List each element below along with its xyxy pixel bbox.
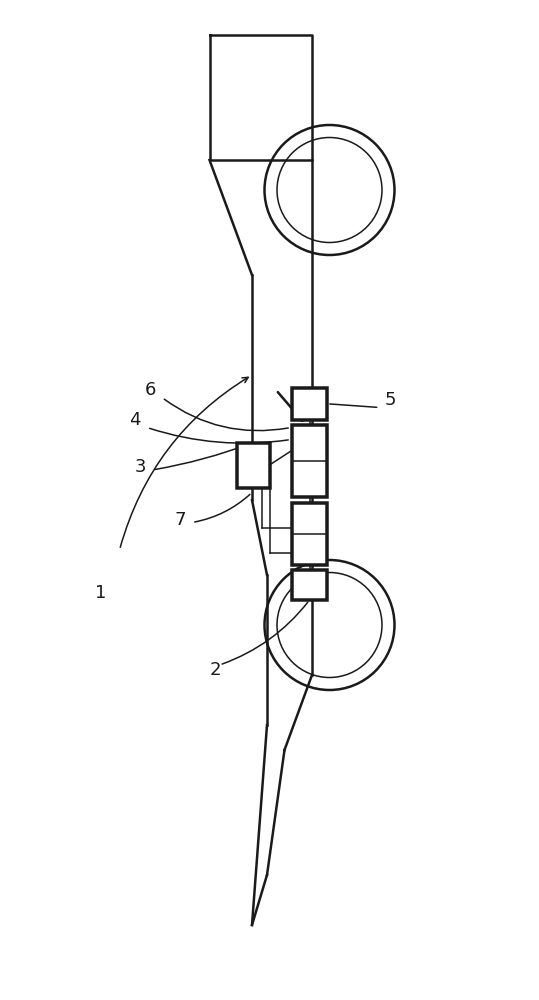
- Text: 4: 4: [129, 411, 141, 429]
- Text: 5: 5: [384, 391, 396, 409]
- Bar: [292, 503, 327, 565]
- Bar: [292, 425, 327, 497]
- Text: 7: 7: [175, 511, 186, 529]
- Bar: [292, 387, 327, 420]
- Bar: [292, 570, 327, 600]
- Bar: [237, 442, 270, 488]
- Text: 3: 3: [135, 458, 146, 477]
- Text: 1: 1: [94, 583, 106, 601]
- Text: 6: 6: [144, 381, 156, 399]
- Text: 2: 2: [210, 661, 221, 679]
